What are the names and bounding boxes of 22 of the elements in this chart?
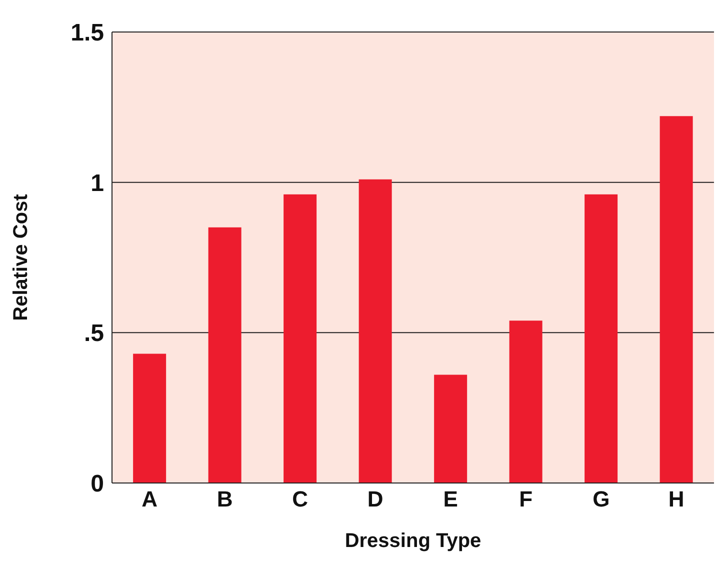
bar [358,179,392,483]
y-tick-label: 1.5 [70,20,104,47]
x-tick-label: H [668,486,684,512]
y-tick-label: 0 [90,470,104,498]
x-tick-label: C [292,486,308,512]
x-tick-label: E [443,486,458,512]
x-tick-label: D [367,486,384,512]
bar [284,194,317,483]
x-tick-label: F [519,486,533,512]
x-tick-label: B [216,486,233,512]
x-tick-label: A [142,486,158,512]
y-tick-label: .5 [84,320,104,348]
bar [434,374,468,483]
y-axis-title: Relative Cost [10,194,32,321]
bar [660,116,693,483]
bar [509,320,542,483]
y-tick-label: 1 [90,170,104,197]
x-axis-title: Dressing Type [344,530,482,552]
bar [584,194,618,483]
bar [208,227,242,483]
x-tick-label: G [592,486,610,512]
bar [133,354,166,483]
